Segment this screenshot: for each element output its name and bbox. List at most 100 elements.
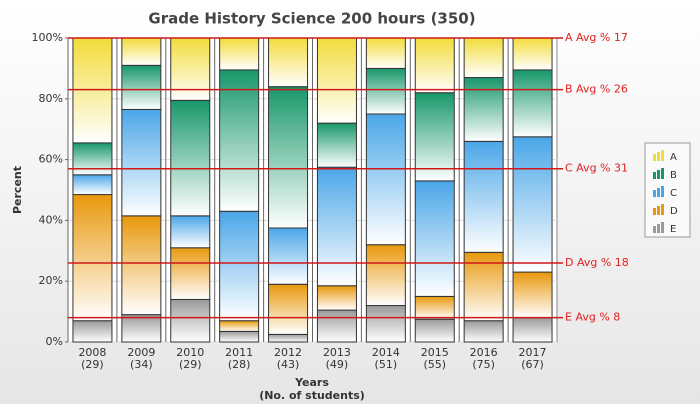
legend-swatch xyxy=(661,150,664,161)
avg-label: A Avg % 17 xyxy=(565,31,628,44)
bar-segment xyxy=(72,142,113,176)
bar-segment xyxy=(512,317,553,343)
x-tick-label: 2017 xyxy=(519,346,547,359)
bar-segment xyxy=(219,330,260,343)
legend-swatch xyxy=(657,206,660,215)
bar-segment xyxy=(316,37,357,124)
bar-segment xyxy=(463,320,504,343)
bar-segment xyxy=(512,271,553,319)
legend-swatch xyxy=(653,226,656,233)
bar-segment xyxy=(121,64,162,110)
avg-label: B Avg % 26 xyxy=(565,83,628,96)
legend-item: D xyxy=(653,204,678,217)
bar-segment xyxy=(268,37,309,88)
bar-segment xyxy=(121,215,162,316)
x-axis-title: Years xyxy=(294,376,329,389)
legend-swatch xyxy=(661,186,664,197)
legend-swatch xyxy=(657,170,660,179)
x-tick-sublabel: (55) xyxy=(423,358,446,371)
bar-segment xyxy=(170,298,211,343)
bar-segment xyxy=(463,251,504,322)
legend-label: C xyxy=(670,188,677,199)
legend-label: D xyxy=(670,206,678,217)
legend-item: B xyxy=(653,168,677,181)
bar-segment xyxy=(268,86,309,229)
bar-segment xyxy=(463,77,504,142)
bar-segment xyxy=(121,314,162,343)
bar-segment xyxy=(365,305,406,343)
x-tick-sublabel: (75) xyxy=(472,358,495,371)
x-tick-sublabel: (43) xyxy=(277,358,300,371)
y-tick-label: 0% xyxy=(46,335,63,348)
x-tick-sublabel: (49) xyxy=(326,358,349,371)
y-tick-label: 100% xyxy=(32,31,63,44)
bar-segment xyxy=(72,37,113,144)
bar-segment xyxy=(512,37,553,71)
bar-segment xyxy=(463,37,504,79)
x-tick-sublabel: (67) xyxy=(521,358,544,371)
legend-swatch xyxy=(653,208,656,215)
legend-swatch xyxy=(653,190,656,197)
bar-segment xyxy=(268,283,309,335)
legend-label: B xyxy=(670,170,677,181)
x-tick-sublabel: (51) xyxy=(375,358,398,371)
y-tick-label: 40% xyxy=(39,213,63,226)
bar-segment xyxy=(268,227,309,285)
y-axis-title: Percent xyxy=(11,166,24,214)
x-tick-label: 2012 xyxy=(274,346,302,359)
bar-segment xyxy=(365,244,406,307)
x-tick-label: 2016 xyxy=(470,346,498,359)
y-tick-label: 60% xyxy=(39,153,63,166)
bar-segment xyxy=(219,320,260,332)
avg-label: E Avg % 8 xyxy=(565,311,620,324)
legend-label: A xyxy=(670,152,677,163)
bar-segment xyxy=(414,180,455,297)
x-tick-label: 2014 xyxy=(372,346,400,359)
bar-segment xyxy=(72,174,113,196)
bar-segment xyxy=(414,37,455,94)
x-tick-label: 2010 xyxy=(176,346,204,359)
bar-segment xyxy=(72,194,113,322)
legend-swatch xyxy=(657,224,660,233)
bar-segment xyxy=(414,295,455,320)
x-tick-label: 2015 xyxy=(421,346,449,359)
bar-segment xyxy=(463,140,504,253)
x-axis-subtitle: (No. of students) xyxy=(259,389,365,402)
bar-segment xyxy=(365,37,406,69)
bar-segment xyxy=(365,67,406,115)
legend-swatch xyxy=(657,152,660,161)
bar-segment xyxy=(170,215,211,249)
legend-item: C xyxy=(653,186,677,199)
legend-label: E xyxy=(670,224,676,235)
x-tick-sublabel: (28) xyxy=(228,358,251,371)
avg-label: C Avg % 31 xyxy=(565,162,628,175)
bar-segment xyxy=(512,69,553,138)
legend-item: A xyxy=(653,150,677,163)
chart-title: Grade History Science 200 hours (350) xyxy=(148,10,475,28)
x-tick-label: 2008 xyxy=(78,346,106,359)
bar-segment xyxy=(170,247,211,300)
x-tick-label: 2013 xyxy=(323,346,351,359)
bar-segment xyxy=(72,320,113,343)
x-tick-sublabel: (34) xyxy=(130,358,153,371)
x-tick-label: 2009 xyxy=(127,346,155,359)
bar-segment xyxy=(316,122,357,168)
bar-segment xyxy=(268,333,309,343)
legend-swatch xyxy=(661,204,664,215)
bar-segment xyxy=(219,210,260,322)
bar-segment xyxy=(170,99,211,217)
avg-label: D Avg % 18 xyxy=(565,256,629,269)
legend-swatch xyxy=(653,154,656,161)
legend-swatch xyxy=(661,168,664,179)
legend-item: E xyxy=(653,222,676,235)
legend-box xyxy=(644,142,691,238)
bar-segment xyxy=(219,37,260,71)
bar-segment xyxy=(121,37,162,66)
bar-segment xyxy=(414,92,455,182)
bar-segment xyxy=(365,113,406,246)
bar-segment xyxy=(316,309,357,343)
y-tick-label: 80% xyxy=(39,92,63,105)
x-tick-sublabel: (29) xyxy=(179,358,202,371)
bar-segment xyxy=(512,136,553,273)
bar-segment xyxy=(414,318,455,343)
